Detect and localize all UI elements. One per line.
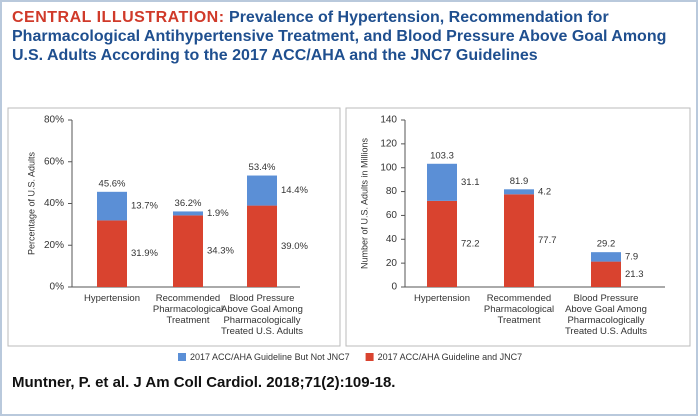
- x-tick-label: Blood Pressure Above Goal Among Pharmaco…: [220, 293, 304, 337]
- title-label: CENTRAL ILLUSTRATION:: [12, 9, 225, 26]
- y-tick-label: 20: [386, 258, 398, 269]
- value-label: 4.2: [538, 186, 551, 197]
- legend-swatch: [365, 353, 374, 361]
- panel: [345, 107, 691, 347]
- value-label: 31.1: [461, 177, 480, 188]
- y-tick-label: 0: [391, 282, 397, 293]
- bar-segment: [97, 220, 127, 287]
- y-tick-label: 20%: [44, 240, 64, 251]
- total-label: 53.4%: [249, 162, 276, 173]
- bar-segment: [591, 252, 621, 262]
- value-label: 77.7: [538, 235, 557, 246]
- title-text: Prevalence of Hypertension, Recommendati…: [12, 9, 667, 64]
- total-label: 29.2: [597, 239, 616, 250]
- value-label: 31.9%: [131, 248, 158, 259]
- y-tick-label: 60: [386, 210, 398, 221]
- citation: Muntner, P. et al. J Am Coll Cardiol. 20…: [12, 374, 396, 391]
- bar-segment: [427, 200, 457, 287]
- legend-swatch: [178, 353, 186, 361]
- x-tick-label: Hypertension: [414, 293, 470, 304]
- total-label: 81.9: [510, 176, 529, 187]
- y-tick-label: 100: [380, 162, 397, 173]
- x-tick-label: Blood Pressure Above Goal Among Pharmaco…: [564, 293, 648, 337]
- bar-segment: [173, 215, 203, 287]
- y-tick-label: 40%: [44, 198, 64, 209]
- panel: [7, 107, 341, 347]
- total-label: 45.6%: [99, 178, 126, 189]
- x-tick-label: Hypertension: [84, 293, 140, 304]
- y-tick-label: 120: [380, 138, 397, 149]
- y-axis-title: Number of U.S. Adults in Millions: [359, 137, 369, 269]
- bar-segment: [247, 175, 277, 206]
- x-tick-label: Recommended Pharmacological Treatment: [152, 293, 224, 326]
- bar-segment: [173, 211, 203, 216]
- y-tick-label: 0%: [50, 282, 65, 293]
- value-label: 14.4%: [281, 185, 308, 196]
- bar-segment: [427, 163, 457, 201]
- legend-label: 2017 ACC/AHA Guideline and JNC7: [378, 352, 523, 362]
- bar-segment: [247, 205, 277, 287]
- bar-segment: [504, 194, 534, 287]
- x-tick-label: Recommended Pharmacological Treatment: [483, 293, 555, 326]
- bar-segment: [591, 261, 621, 287]
- y-tick-label: 40: [386, 234, 398, 245]
- bar-segment: [97, 191, 127, 221]
- y-tick-label: 140: [380, 115, 397, 126]
- value-label: 34.3%: [207, 246, 234, 257]
- title: CENTRAL ILLUSTRATION: Prevalence of Hype…: [12, 8, 682, 65]
- value-label: 13.7%: [131, 201, 158, 212]
- total-label: 103.3: [430, 150, 454, 161]
- y-axis-title: Percentage of U.S. Adults: [26, 151, 36, 255]
- bar-segment: [504, 189, 534, 195]
- y-tick-label: 60%: [44, 156, 64, 167]
- value-label: 39.0%: [281, 241, 308, 252]
- value-label: 1.9%: [207, 208, 229, 219]
- value-label: 7.9: [625, 251, 638, 262]
- value-label: 72.2: [461, 238, 480, 249]
- legend-label: 2017 ACC/AHA Guideline But Not JNC7: [190, 352, 350, 362]
- y-tick-label: 80%: [44, 115, 64, 126]
- value-label: 21.3: [625, 269, 644, 280]
- y-tick-label: 80: [386, 186, 398, 197]
- total-label: 36.2%: [175, 198, 202, 209]
